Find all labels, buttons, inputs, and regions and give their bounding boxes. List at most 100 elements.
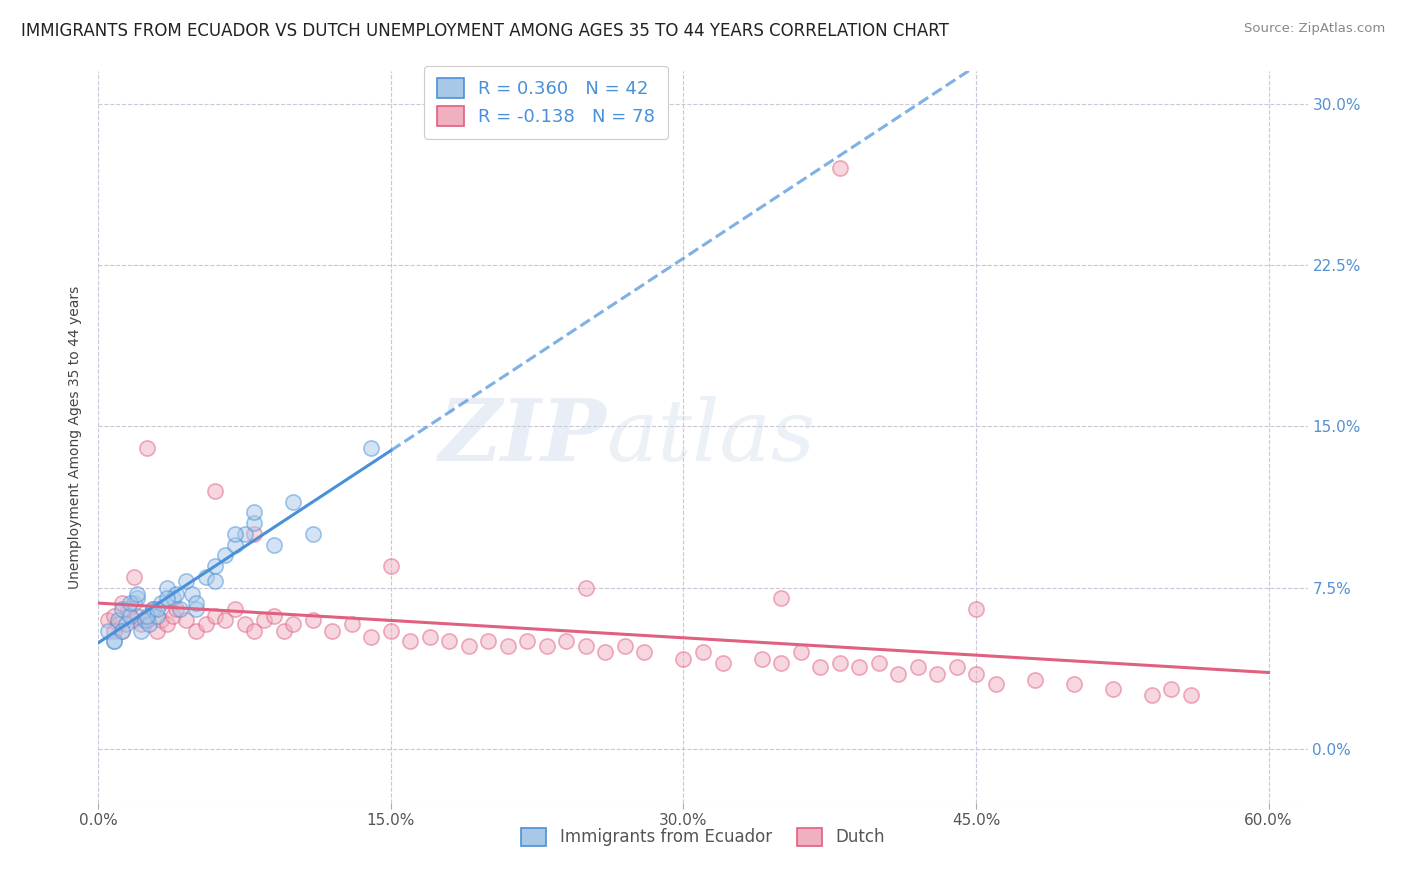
Point	[769, 656, 792, 670]
Point	[321, 624, 343, 638]
Point	[555, 634, 578, 648]
Point	[162, 608, 184, 623]
Point	[142, 602, 165, 616]
Point	[127, 608, 149, 623]
Point	[769, 591, 792, 606]
Point	[633, 645, 655, 659]
Point	[107, 617, 129, 632]
Point	[253, 613, 276, 627]
Point	[111, 596, 134, 610]
Text: atlas: atlas	[606, 396, 815, 478]
Point	[692, 645, 714, 659]
Point	[1180, 688, 1202, 702]
Point	[243, 527, 266, 541]
Point	[136, 613, 159, 627]
Point	[224, 527, 246, 541]
Point	[156, 617, 179, 632]
Point	[516, 634, 538, 648]
Point	[165, 602, 187, 616]
Point	[380, 624, 402, 638]
Point	[111, 624, 134, 638]
Point	[243, 516, 266, 530]
Point	[243, 624, 266, 638]
Point	[399, 634, 422, 648]
Point	[146, 602, 169, 616]
Point	[134, 613, 156, 627]
Point	[165, 587, 187, 601]
Point	[142, 602, 165, 616]
Point	[122, 570, 145, 584]
Point	[146, 608, 169, 623]
Point	[174, 613, 197, 627]
Point	[243, 505, 266, 519]
Point	[1140, 688, 1163, 702]
Point	[184, 596, 207, 610]
Point	[149, 613, 172, 627]
Point	[174, 574, 197, 589]
Point	[1024, 673, 1046, 688]
Point	[965, 602, 987, 616]
Point	[848, 660, 870, 674]
Point	[263, 608, 285, 623]
Text: Source: ZipAtlas.com: Source: ZipAtlas.com	[1244, 22, 1385, 36]
Point	[828, 161, 851, 176]
Point	[263, 538, 285, 552]
Point	[360, 630, 382, 644]
Point	[184, 602, 207, 616]
Point	[136, 441, 159, 455]
Point	[103, 624, 125, 638]
Point	[224, 602, 246, 616]
Point	[149, 596, 172, 610]
Point	[789, 645, 811, 659]
Point	[458, 639, 481, 653]
Point	[439, 634, 461, 648]
Point	[194, 617, 217, 632]
Point	[118, 596, 141, 610]
Point	[156, 591, 179, 606]
Point	[1063, 677, 1085, 691]
Point	[828, 656, 851, 670]
Point	[233, 527, 256, 541]
Legend: Immigrants from Ecuador, Dutch: Immigrants from Ecuador, Dutch	[515, 821, 891, 853]
Point	[907, 660, 929, 674]
Point	[751, 651, 773, 665]
Point	[204, 483, 226, 498]
Point	[131, 617, 153, 632]
Text: ZIP: ZIP	[439, 395, 606, 479]
Point	[107, 613, 129, 627]
Point	[136, 608, 159, 623]
Point	[156, 581, 179, 595]
Point	[169, 602, 191, 616]
Point	[536, 639, 558, 653]
Point	[868, 656, 890, 670]
Point	[283, 494, 305, 508]
Point	[575, 581, 598, 595]
Point	[380, 559, 402, 574]
Point	[97, 613, 120, 627]
Point	[117, 602, 139, 616]
Point	[138, 617, 160, 632]
Point	[114, 617, 136, 632]
Point	[122, 596, 145, 610]
Point	[1101, 681, 1123, 696]
Point	[302, 527, 325, 541]
Point	[194, 570, 217, 584]
Point	[711, 656, 734, 670]
Point	[965, 666, 987, 681]
Point	[925, 666, 948, 681]
Point	[477, 634, 499, 648]
Point	[214, 613, 236, 627]
Point	[122, 613, 145, 627]
Point	[273, 624, 295, 638]
Point	[214, 549, 236, 563]
Point	[184, 624, 207, 638]
Point	[984, 677, 1007, 691]
Point	[181, 587, 204, 601]
Point	[204, 608, 226, 623]
Point	[111, 624, 134, 638]
Point	[204, 574, 226, 589]
Point	[360, 441, 382, 455]
Point	[131, 624, 153, 638]
Point	[340, 617, 363, 632]
Point	[204, 559, 226, 574]
